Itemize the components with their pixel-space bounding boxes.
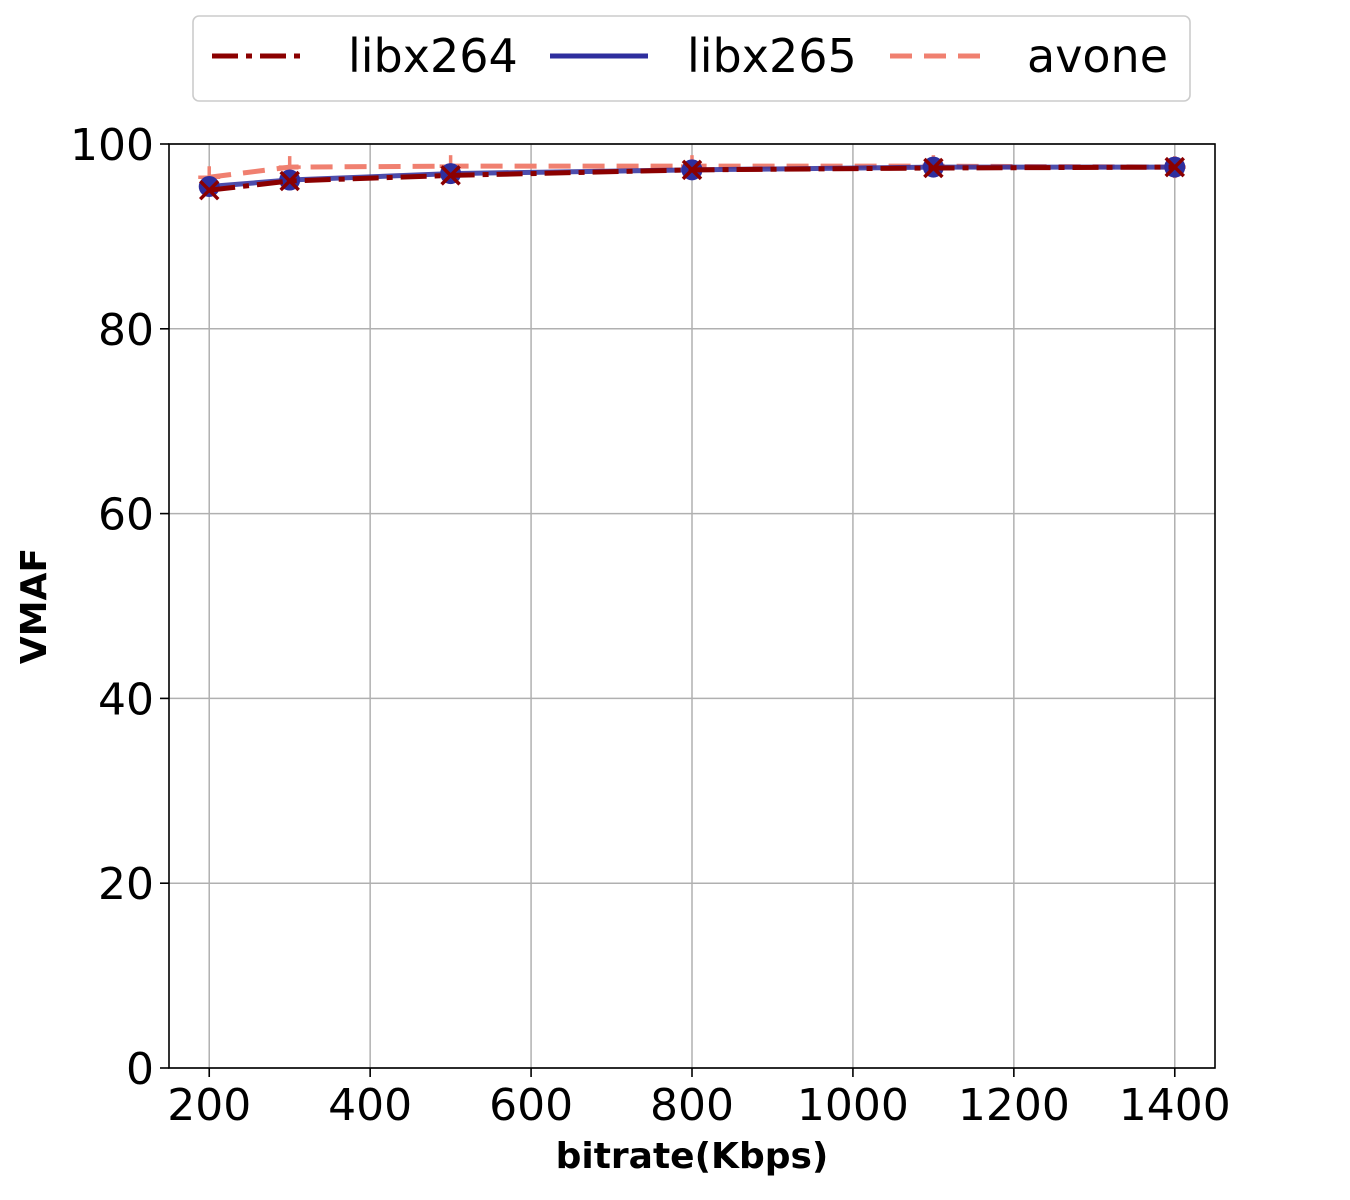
- x-tick-label: 200: [167, 1080, 251, 1131]
- data-point-stroke: [198, 179, 220, 201]
- y-tick-label: 80: [98, 305, 154, 356]
- x-tick-label: 800: [650, 1080, 734, 1131]
- data-point-stroke: [440, 165, 461, 186]
- x-axis-ticks: 200 400 600 800 1000 1200 1400: [167, 1068, 1231, 1131]
- x-tick-label: 1000: [797, 1080, 909, 1131]
- series-line: [208, 164, 1175, 193]
- data-point: [279, 170, 300, 192]
- data-point-stroke: [681, 159, 703, 181]
- y-tick-label: 0: [126, 1044, 154, 1095]
- x-tick-label: 1400: [1119, 1080, 1231, 1131]
- x-axis-label: bitrate(Kbps): [556, 1136, 829, 1177]
- legend: libx264 libx265 avone: [192, 15, 1191, 102]
- series-layer: [198, 155, 1186, 201]
- y-tick-label: 60: [98, 490, 154, 541]
- data-point: [198, 179, 220, 201]
- data-point: [198, 176, 220, 198]
- data-point-stroke: [279, 170, 300, 192]
- data-point-stroke: [923, 157, 944, 179]
- data-point-stroke: [1164, 156, 1186, 178]
- data-point: [923, 157, 944, 179]
- legend-label: libx264: [348, 29, 518, 83]
- data-point: [681, 159, 703, 181]
- legend-item-libx264: libx264: [212, 29, 518, 83]
- legend-label: libx265: [687, 29, 857, 83]
- x-tick-label: 1200: [958, 1080, 1070, 1131]
- data-point: [440, 165, 461, 186]
- data-point: [1164, 156, 1186, 178]
- grid-lines: [169, 143, 1215, 1069]
- legend-box: [192, 15, 1191, 102]
- y-axis-label: VMAF: [14, 548, 55, 664]
- legend-label: avone: [1027, 29, 1168, 83]
- x-tick-label: 600: [489, 1080, 573, 1131]
- y-tick-label: 40: [98, 674, 154, 725]
- y-tick-label: 20: [98, 859, 154, 910]
- legend-item-avone: avone: [890, 29, 1168, 83]
- y-axis-ticks: 0 20 40 60 80 100: [70, 120, 169, 1095]
- series-libx264: [198, 156, 1186, 201]
- x-tick-label: 400: [328, 1080, 412, 1131]
- legend-item-libx265: libx265: [550, 29, 857, 83]
- y-tick-label: 100: [70, 120, 154, 171]
